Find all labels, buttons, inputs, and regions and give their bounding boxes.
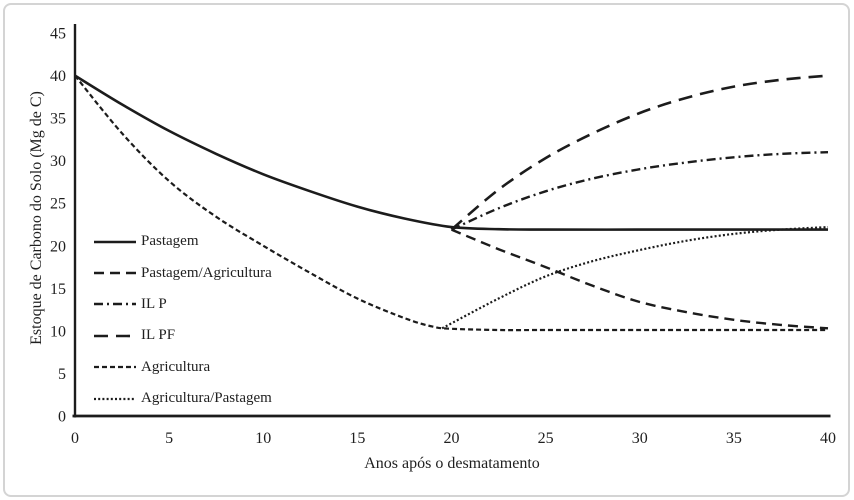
legend-line-sample — [94, 397, 136, 400]
legend-label: Agricultura/Pastagem — [141, 390, 272, 407]
legend-line-sample — [94, 271, 136, 275]
x-axis-title: Anos após o desmatamento — [364, 455, 540, 472]
x-tick-label: 40 — [820, 430, 836, 447]
y-tick-label: 0 — [58, 409, 66, 426]
series-line-agricultura — [74, 74, 828, 332]
legend-line-sample — [94, 334, 136, 338]
x-tick-label: 15 — [349, 430, 365, 447]
legend-item: IL PF — [93, 320, 272, 351]
y-tick-label: 20 — [50, 238, 66, 255]
y-tick-label: 15 — [50, 281, 66, 298]
x-tick-label: 25 — [538, 430, 554, 447]
series-line-pastagem-agricultura — [451, 228, 829, 330]
x-tick-label: 0 — [71, 430, 79, 447]
legend-label: IL P — [141, 295, 167, 312]
x-tick-label: 30 — [632, 430, 648, 447]
x-tick-label: 20 — [444, 430, 460, 447]
legend-label: Agricultura — [141, 358, 211, 375]
legend-item: IL P — [93, 289, 272, 320]
legend-item: Pastagem — [93, 226, 272, 257]
y-tick-label: 30 — [50, 153, 66, 170]
series-line-agricultura-pastagem — [441, 226, 829, 330]
legend-line-sample — [94, 366, 136, 369]
legend-line-sample — [94, 240, 136, 243]
legend-label: Pastagem — [141, 233, 199, 250]
legend-line-sample — [94, 303, 136, 306]
legend-item: Agricultura/Pastagem — [93, 383, 272, 414]
y-tick-label: 40 — [50, 68, 66, 85]
legend: Pastagem Pastagem/Agricultura IL P IL PF Agr… — [93, 226, 272, 414]
legend-label: Pastagem/Agricultura — [141, 264, 272, 281]
y-tick-label: 25 — [50, 196, 66, 213]
legend-item: Agricultura — [93, 352, 272, 383]
x-tick-label: 35 — [726, 430, 742, 447]
y-tick-label: 10 — [50, 323, 66, 340]
y-tick-label: 35 — [50, 111, 66, 128]
x-tick-label: 10 — [255, 430, 271, 447]
legend-item: Pastagem/Agricultura — [93, 257, 272, 288]
x-tick-label: 5 — [165, 430, 173, 447]
y-axis-title: Estoque de Carbono do Solo (Mg de C) — [28, 91, 45, 345]
y-tick-label: 45 — [50, 26, 66, 43]
legend-label: IL PF — [141, 327, 176, 344]
series-line-il-pf — [450, 74, 829, 231]
series-line-il-p — [451, 151, 829, 231]
series-line-pastagem — [74, 74, 828, 231]
y-tick-label: 5 — [58, 366, 66, 383]
